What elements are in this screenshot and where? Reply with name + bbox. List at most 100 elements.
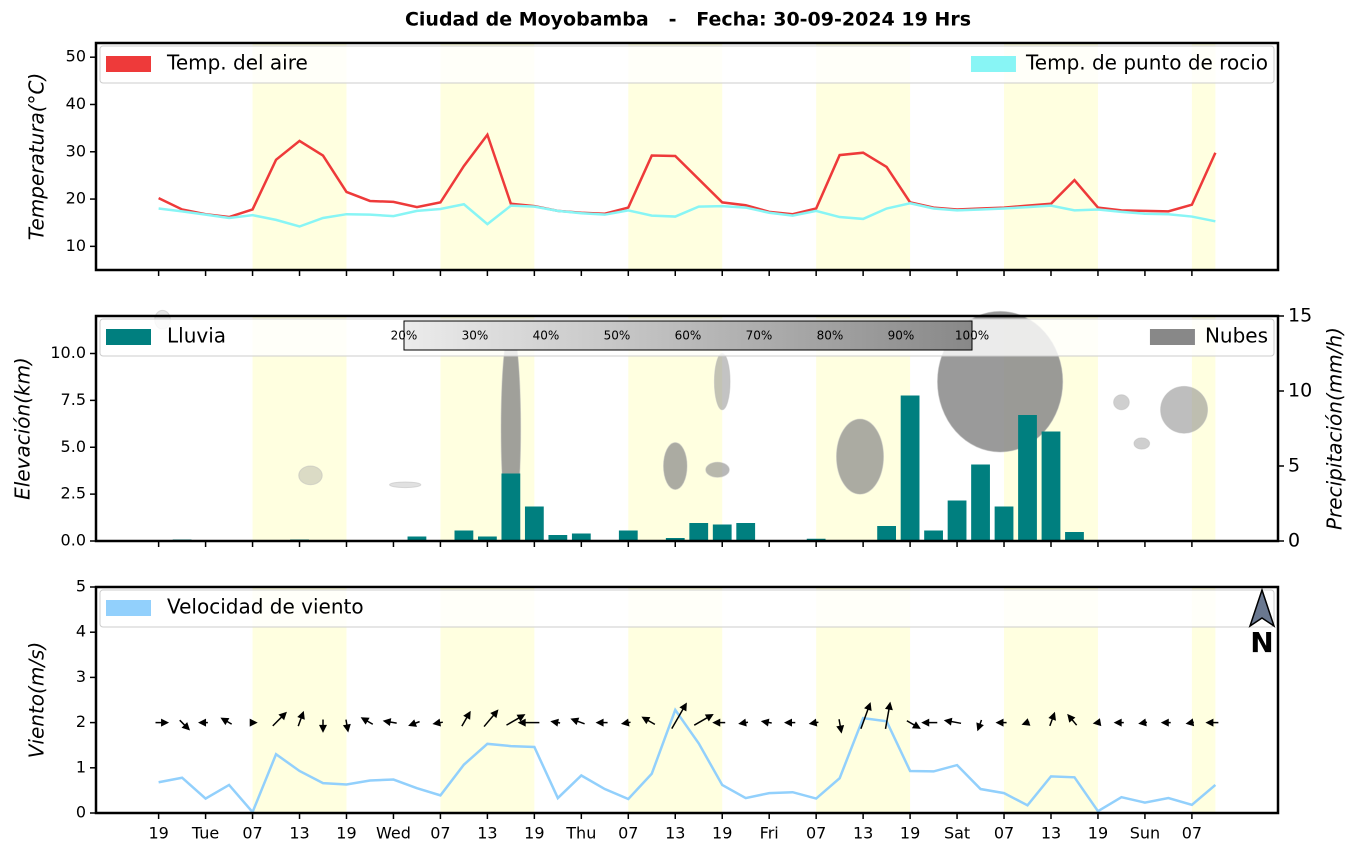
y2-tick-label: 0 <box>1288 530 1300 552</box>
x-tick-label: 19 <box>900 824 920 843</box>
x-tick-label: 19 <box>148 824 168 843</box>
y-axis-label: Temperatura(°C) <box>25 73 49 241</box>
wind-arrow <box>1161 719 1171 727</box>
cloud <box>714 354 730 410</box>
cloud <box>390 482 421 488</box>
y-tick-label: 10.0 <box>50 343 86 362</box>
legend-swatch <box>971 56 1016 72</box>
legend-swatch <box>1150 329 1195 345</box>
wind-arrow <box>737 718 748 728</box>
legend-swatch <box>106 56 151 72</box>
y-tick-label: 2 <box>76 712 86 731</box>
x-tick-label: Wed <box>376 824 411 843</box>
x-tick-label: 07 <box>242 824 262 843</box>
x-tick-label: 07 <box>1182 824 1202 843</box>
wind-arrow-head <box>912 721 923 732</box>
bar <box>924 531 943 542</box>
wind-arrow-head <box>569 715 579 725</box>
y-tick-label: 10 <box>66 236 86 255</box>
wind-arrow-shaft <box>438 722 442 723</box>
y-tick-label: 20 <box>66 189 86 208</box>
y-axis-label: Viento(m/s) <box>25 642 49 759</box>
bar <box>689 523 708 541</box>
x-tick-label: 19 <box>1088 824 1108 843</box>
y-tick-label: 3 <box>76 667 86 686</box>
x-tick-label: 07 <box>806 824 826 843</box>
wind-arrow <box>218 714 233 727</box>
bar <box>1042 432 1061 542</box>
x-tick-label: 19 <box>524 824 544 843</box>
wind-arrow-shaft <box>767 722 772 723</box>
legend-label: Lluvia <box>167 324 226 348</box>
cloud <box>1114 395 1130 410</box>
wind-arrow <box>550 717 561 727</box>
bar <box>971 465 990 542</box>
bar <box>1065 532 1084 541</box>
bar <box>736 523 755 541</box>
bar <box>995 507 1014 542</box>
bar <box>1018 415 1037 541</box>
y2-tick-label: 15 <box>1288 305 1312 327</box>
y-tick-label: 7.5 <box>61 390 86 409</box>
y-tick-label: 40 <box>66 94 86 113</box>
x-tick-label: 19 <box>336 824 356 843</box>
legend-label: Nubes <box>1205 324 1268 348</box>
cloud <box>1134 438 1150 449</box>
x-tick-label: 19 <box>712 824 732 843</box>
wind-arrow <box>177 717 193 733</box>
x-tick-label: Thu <box>565 824 596 843</box>
wind-arrow <box>382 717 397 727</box>
wind-arrow <box>760 717 772 727</box>
wind-arrow <box>569 715 586 728</box>
wind-arrow <box>596 719 608 727</box>
wind-arrow <box>407 718 421 730</box>
wind-arrow-head <box>218 714 229 725</box>
y-tick-label: 50 <box>66 47 86 66</box>
bar <box>455 531 474 542</box>
wind-arrow-head <box>407 719 417 729</box>
wind-arrow <box>198 719 208 727</box>
y-tick-label: 0.0 <box>61 531 86 550</box>
north-label: N <box>1250 626 1273 659</box>
y-tick-label: 4 <box>76 622 86 641</box>
cloud <box>299 466 322 485</box>
colorbar-label: 70% <box>746 329 773 343</box>
wind-arrow-shaft <box>815 722 819 723</box>
wind-arrow <box>974 719 986 733</box>
wind-arrow <box>155 719 169 727</box>
x-tick-label: 13 <box>853 824 873 843</box>
wind-arrow-shaft <box>627 722 631 723</box>
wind-arrow <box>1137 718 1147 727</box>
wind-arrow <box>359 714 375 728</box>
chart-title: Ciudad de Moyobamba - Fecha: 30-09-2024 … <box>405 9 971 31</box>
bar <box>948 501 967 542</box>
y2-tick-label: 5 <box>1288 455 1300 477</box>
x-tick-label: 07 <box>618 824 638 843</box>
x-tick-label: Tue <box>191 824 219 843</box>
y-tick-label: 1 <box>76 757 86 776</box>
wind-arrow <box>943 716 962 727</box>
x-tick-label: 07 <box>430 824 450 843</box>
legend-swatch <box>106 329 151 345</box>
legend-label: Velocidad de viento <box>167 595 364 619</box>
colorbar-label: 90% <box>888 329 915 343</box>
wind-arrow-shaft <box>180 720 186 726</box>
bar <box>525 507 544 542</box>
colorbar-label: 80% <box>817 329 844 343</box>
x-tick-label: Sun <box>1130 824 1160 843</box>
cloud <box>664 443 687 490</box>
y2-tick-label: 10 <box>1288 380 1312 402</box>
colorbar-label: 50% <box>604 329 631 343</box>
colorbar-label: 40% <box>533 329 560 343</box>
cloud <box>706 462 729 477</box>
x-tick-label: 13 <box>665 824 685 843</box>
colorbar-label: 30% <box>462 329 489 343</box>
wind-arrow-shaft <box>744 722 748 723</box>
wind-arrow <box>784 719 795 727</box>
y-tick-label: 5.0 <box>61 437 86 456</box>
legend-label: Temp. de punto de rocio <box>1025 51 1268 75</box>
x-tick-label: 07 <box>994 824 1014 843</box>
y-tick-label: 30 <box>66 141 86 160</box>
legend-swatch <box>106 600 151 616</box>
bar <box>619 531 638 542</box>
